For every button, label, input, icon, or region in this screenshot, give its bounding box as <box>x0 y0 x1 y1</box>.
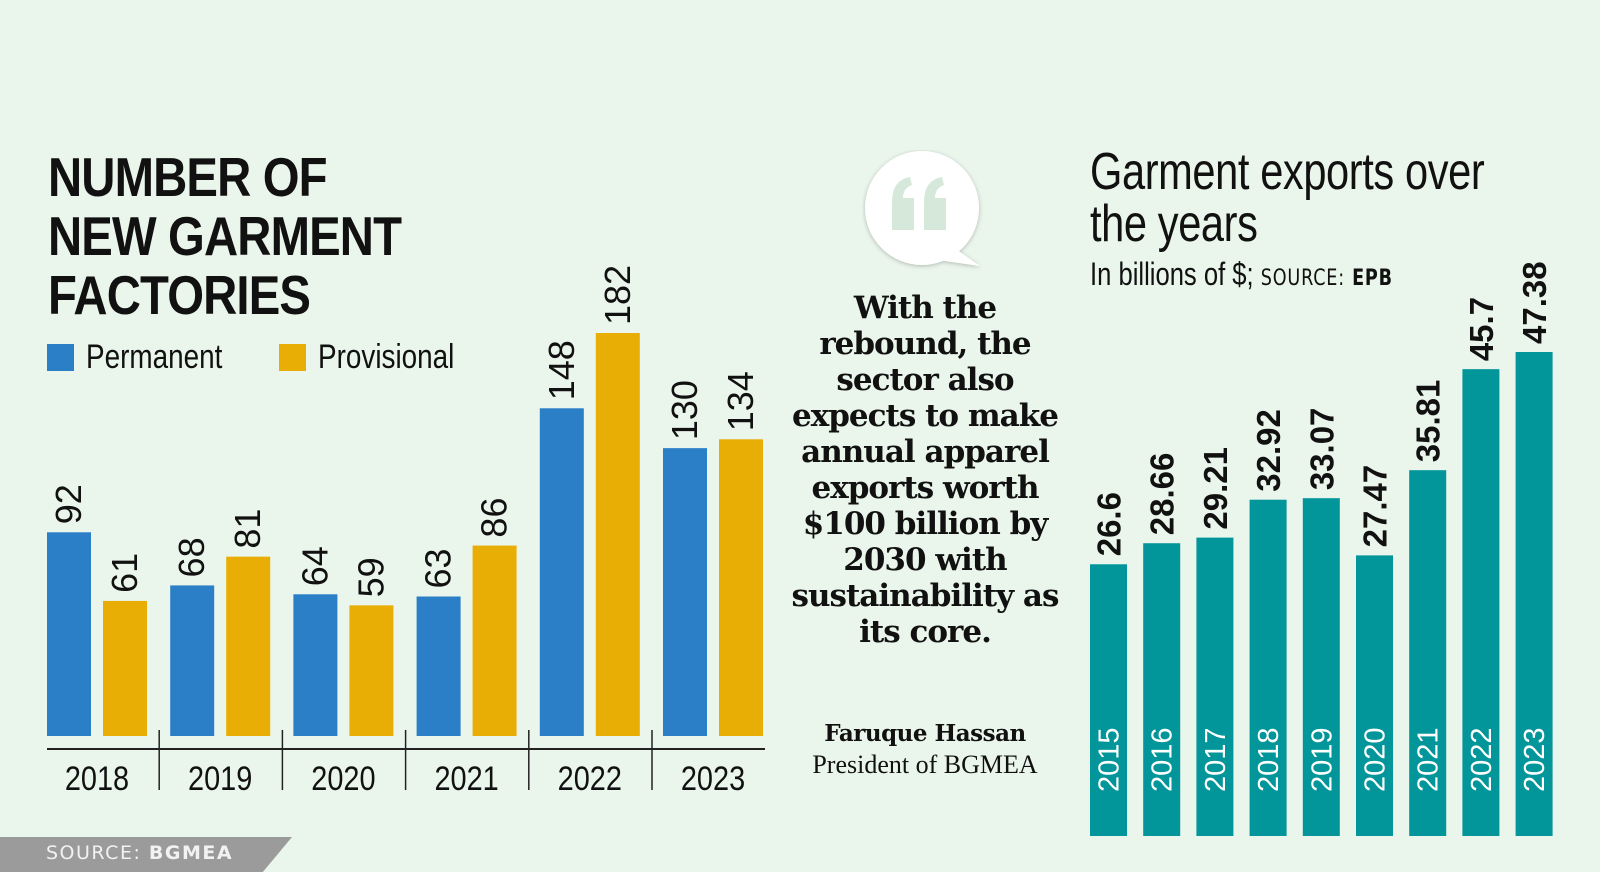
x-tick-label-2023: 2023 <box>681 759 745 798</box>
bar-permanent-2018 <box>47 532 91 736</box>
data-label-exports-2019: 33.07 <box>1303 408 1340 491</box>
bar-permanent-2023 <box>663 448 707 736</box>
x-tick-label-2023: 2023 <box>1519 727 1551 792</box>
data-label-permanent-2021: 63 <box>418 548 459 588</box>
x-tick-label-2022: 2022 <box>1466 727 1498 792</box>
x-tick-label-2016: 2016 <box>1147 727 1179 792</box>
bar-provisional-2018 <box>103 600 147 736</box>
data-label-exports-2015: 26.6 <box>1091 492 1128 556</box>
bar-exports-2019 <box>1302 498 1340 836</box>
bar-exports-2015 <box>1090 564 1127 836</box>
bar-permanent-2020 <box>293 594 338 736</box>
x-tick-label-2019: 2019 <box>1306 727 1338 792</box>
exports-chart: 26.6 2015 28.66 2016 29.21 2017 32.92 2018 33.07… <box>1090 261 1553 836</box>
legend-swatch-permanent <box>47 344 74 371</box>
bar-exports-2023 <box>1515 352 1553 836</box>
legend-item-provisional: Provisional <box>279 338 484 377</box>
bar-provisional-2023 <box>719 439 763 736</box>
data-label-permanent-2023: 130 <box>664 380 705 440</box>
bar-provisional-2021 <box>472 545 517 736</box>
right-chart-title-line2: the years <box>1090 195 1258 253</box>
x-tick-label-2021: 2021 <box>434 759 498 798</box>
x-tick-label-2020: 2020 <box>311 759 375 798</box>
x-tick-label-2017: 2017 <box>1200 727 1232 792</box>
bar-provisional-2022 <box>595 333 640 736</box>
source-name: BGMEA <box>148 842 234 864</box>
data-label-exports-2023: 47.38 <box>1516 261 1553 344</box>
x-tick-label-2015: 2015 <box>1094 727 1126 792</box>
legend-swatch-provisional <box>279 344 306 371</box>
bar-exports-2022 <box>1462 369 1500 836</box>
data-label-exports-2016: 28.66 <box>1144 453 1181 536</box>
data-label-exports-2022: 45.7 <box>1463 297 1500 361</box>
subtitle-units: In billions of $; <box>1090 256 1254 292</box>
subtitle-source-name: EPB <box>1352 266 1393 291</box>
right-chart-subtitle: In billions of $; SOURCE: EPB <box>1090 256 1393 293</box>
x-tick-label-2018: 2018 <box>1253 727 1285 792</box>
data-label-provisional-2018: 61 <box>104 553 145 593</box>
data-label-exports-2018: 32.92 <box>1250 409 1287 492</box>
x-tick-label-2021: 2021 <box>1413 727 1445 792</box>
bar-provisional-2019 <box>226 556 271 736</box>
right-chart-title-line1: Garment exports over <box>1090 143 1485 201</box>
legend-label-provisional: Provisional <box>318 338 455 376</box>
data-label-provisional-2022: 182 <box>597 265 638 325</box>
data-label-permanent-2022: 148 <box>541 340 582 400</box>
data-label-permanent-2018: 92 <box>48 484 89 524</box>
bar-exports-2018 <box>1249 499 1287 836</box>
bar-provisional-2020 <box>349 605 394 736</box>
data-label-provisional-2019: 81 <box>227 509 268 549</box>
source-tag <box>0 837 292 872</box>
source-label: SOURCE: <box>46 842 142 864</box>
legend-label-permanent: Permanent <box>86 338 223 376</box>
bar-exports-2021 <box>1409 470 1447 836</box>
data-label-permanent-2020: 64 <box>294 546 335 586</box>
right-chart-title: Garment exports over the years <box>1090 143 1485 253</box>
data-label-exports-2020: 27.47 <box>1357 465 1394 548</box>
data-label-exports-2021: 35.81 <box>1410 380 1447 463</box>
data-label-provisional-2021: 86 <box>474 498 515 538</box>
x-tick-label-2019: 2019 <box>188 759 252 798</box>
data-label-provisional-2023: 134 <box>720 371 761 431</box>
bar-exports-2016 <box>1143 543 1181 836</box>
legend-item-permanent: Permanent <box>47 338 252 377</box>
data-label-permanent-2019: 68 <box>171 537 212 577</box>
bar-exports-2017 <box>1196 537 1234 836</box>
quote-text: With the rebound, the sector also expect… <box>791 290 1060 650</box>
bar-permanent-2022 <box>539 408 584 736</box>
quote-author: Faruque Hassan <box>824 720 1026 747</box>
factories-chart: 92 61 2018 68 81 2019 64 59 2020 63 86 2021 148 182 20… <box>47 265 765 798</box>
data-label-provisional-2020: 59 <box>350 557 391 597</box>
x-tick-label-2018: 2018 <box>65 759 129 798</box>
bar-permanent-2019 <box>170 585 215 736</box>
left-chart-title: NUMBER OF NEW GARMENT FACTORIES <box>48 146 402 326</box>
bar-permanent-2021 <box>416 596 461 736</box>
x-tick-label-2020: 2020 <box>1360 727 1392 792</box>
data-label-exports-2017: 29.21 <box>1197 447 1234 530</box>
source-tag-text: SOURCE: BGMEA <box>46 842 233 864</box>
quote-author-role: President of BGMEA <box>812 750 1038 779</box>
x-tick-label-2022: 2022 <box>558 759 622 798</box>
bar-exports-2020 <box>1356 555 1393 836</box>
quote-bubble-icon <box>865 151 980 266</box>
subtitle-source-label: SOURCE: <box>1260 266 1345 291</box>
